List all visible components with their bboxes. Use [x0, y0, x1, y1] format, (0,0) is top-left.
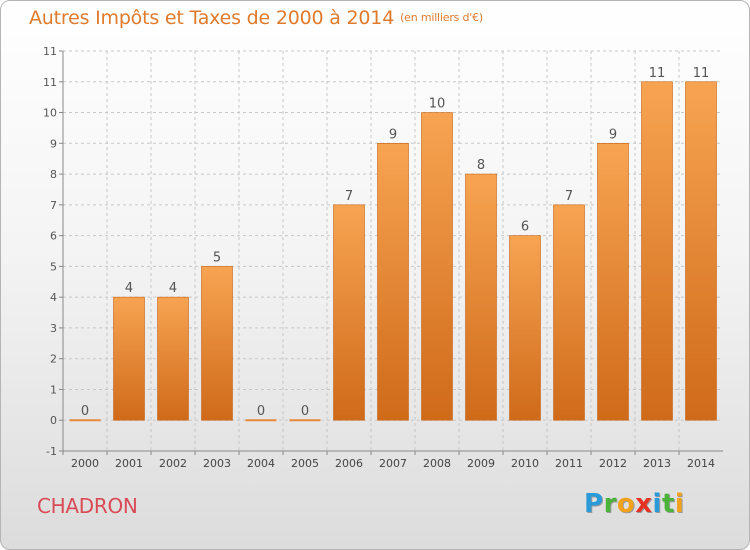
x-tick-label-2010: 2010: [511, 457, 539, 470]
data-label-2002: 4: [169, 281, 177, 296]
bar-2013: [641, 81, 673, 421]
bar-2007: [377, 143, 409, 421]
y-tick-label: 7: [50, 199, 57, 212]
y-tick-label: -1: [46, 445, 57, 458]
x-tick-label-2007: 2007: [379, 457, 407, 470]
bar-2003: [201, 266, 233, 421]
logo-letter: i: [652, 489, 662, 519]
y-tick-label: 4: [50, 291, 57, 304]
data-label-2005: 0: [301, 404, 309, 419]
data-label-2006: 7: [345, 189, 353, 204]
x-tick-label-2003: 2003: [203, 457, 231, 470]
y-tick-label: 11: [43, 45, 57, 58]
data-label-2011: 7: [565, 189, 573, 204]
bar-2011: [553, 204, 585, 421]
y-tick-label: 11: [43, 76, 57, 89]
data-label-2007: 9: [389, 127, 397, 142]
bar-2009: [465, 173, 497, 421]
y-tick-label: 6: [50, 230, 57, 243]
data-label-2000: 0: [81, 404, 89, 419]
bar-2010: [509, 235, 541, 421]
chart-title: Autres Impôts et Taxes de 2000 à 2014 (en…: [29, 7, 483, 29]
logo-letter: r: [603, 489, 617, 519]
bar-2002: [157, 296, 189, 421]
y-tick-label: 10: [43, 107, 57, 120]
x-tick-label-2011: 2011: [555, 457, 583, 470]
data-label-2003: 5: [213, 250, 221, 265]
x-tick-label-2005: 2005: [291, 457, 319, 470]
proxiti-logo[interactable]: Proxiti: [584, 489, 684, 519]
bar-2014: [685, 81, 717, 421]
x-tick-label-2004: 2004: [247, 457, 275, 470]
y-tick-label: 8: [50, 168, 57, 181]
x-tick-label-2000: 2000: [71, 457, 99, 470]
x-tick-label-2013: 2013: [643, 457, 671, 470]
data-label-2009: 8: [477, 158, 485, 173]
data-label-2013: 11: [649, 66, 666, 81]
y-tick-label: 2: [50, 353, 57, 366]
chart-unit-label: (en milliers d'€): [400, 11, 483, 24]
logo-letter: i: [674, 489, 685, 519]
y-tick-label: 3: [50, 322, 57, 335]
y-tick-label: 1: [50, 383, 57, 396]
data-label-2004: 0: [257, 404, 265, 419]
logo-letter: x: [635, 489, 653, 519]
bar-2001: [113, 296, 145, 421]
bars: [69, 81, 717, 422]
city-name: CHADRON: [37, 494, 138, 518]
data-label-2001: 4: [125, 281, 133, 296]
x-tick-label-2012: 2012: [599, 457, 627, 470]
x-tick-label-2014: 2014: [687, 457, 715, 470]
axes: -1 0 1 2 3 4 5 6 7 8 9 10 11 11 2000 2001 2002 2003 2004 20…: [43, 45, 723, 470]
x-tick-label-2009: 2009: [467, 457, 495, 470]
data-label-2012: 9: [609, 127, 617, 142]
x-tick-label-2001: 2001: [115, 457, 143, 470]
y-tick-label: 5: [50, 260, 57, 273]
logo-letter: t: [661, 489, 675, 519]
logo-letter: P: [584, 489, 604, 519]
data-label-2014: 11: [693, 66, 710, 81]
data-label-2008: 10: [429, 97, 446, 112]
logo-letter: o: [616, 489, 636, 519]
data-label-2010: 6: [521, 220, 529, 235]
x-tick-label-2008: 2008: [423, 457, 451, 470]
data-labels: 0 4 4 5 0 0 7 9 10 8 6 7 9 11 11: [81, 66, 709, 419]
x-tick-label-2002: 2002: [159, 457, 187, 470]
y-tick-label: 0: [50, 414, 57, 427]
bar-2006: [333, 204, 365, 421]
x-tick-label-2006: 2006: [335, 457, 363, 470]
y-tick-label: 9: [50, 137, 57, 150]
bar-2008: [421, 112, 453, 421]
chart-title-text: Autres Impôts et Taxes de 2000 à 2014: [29, 7, 395, 29]
bar-2012: [597, 143, 629, 421]
